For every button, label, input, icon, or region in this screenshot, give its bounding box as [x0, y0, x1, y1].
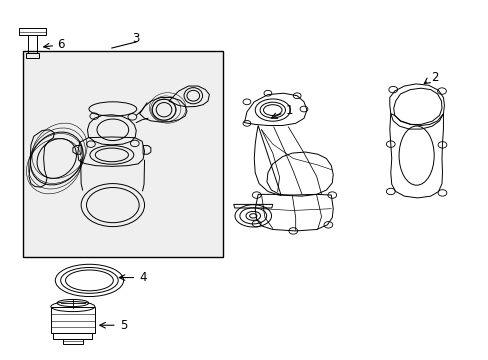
- Text: 3: 3: [132, 32, 140, 45]
- Bar: [22, 51, 222, 257]
- Text: 5: 5: [120, 319, 127, 332]
- Text: 6: 6: [57, 38, 65, 51]
- Text: 1: 1: [285, 104, 292, 117]
- Bar: [22, 51, 222, 257]
- Text: 2: 2: [430, 71, 438, 84]
- Text: 4: 4: [139, 271, 146, 284]
